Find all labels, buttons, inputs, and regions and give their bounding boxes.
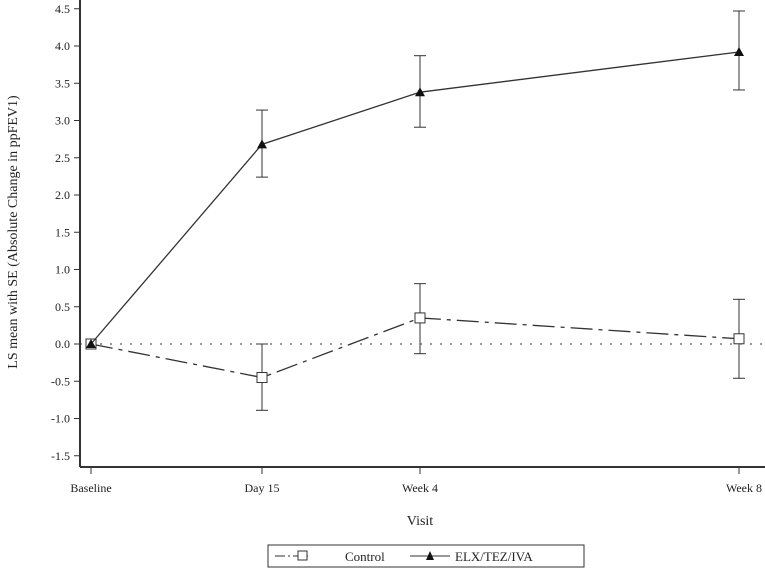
legend-control-marker (297, 550, 308, 561)
elx-point (257, 139, 267, 149)
legend-elx-label: ELX/TEZ/IVA (455, 549, 533, 564)
y-tick-label: 1.0 (55, 263, 70, 277)
control-point (733, 333, 745, 345)
y-tick-label: 2.5 (55, 151, 70, 165)
y-tick-label: -0.5 (51, 374, 70, 388)
control-point (414, 312, 426, 324)
legend-elx-marker (426, 551, 434, 560)
elx-point (734, 46, 744, 56)
x-tick-label: Day 15 (245, 481, 280, 495)
x-tick-label: Baseline (70, 481, 111, 495)
series-line-0 (90, 317, 740, 379)
y-tick-label: -1.5 (51, 449, 70, 463)
y-tick-label: -1.0 (51, 412, 70, 426)
y-tick-label: 3.0 (55, 114, 70, 128)
y-axis-label: LS mean with SE (Absolute Change in ppFE… (6, 95, 21, 369)
y-tick-label: 0.0 (55, 337, 70, 351)
y-tick-label: 1.5 (55, 225, 70, 239)
x-tick-label: Week 8 (726, 481, 762, 495)
legend-control-label: Control (345, 549, 385, 564)
series-line-1 (90, 51, 740, 345)
control-point (256, 372, 268, 384)
y-tick-label: 3.5 (55, 76, 70, 90)
x-tick-label: Week 4 (402, 481, 438, 495)
y-tick-label: 2.0 (55, 188, 70, 202)
y-tick-label: 4.5 (55, 2, 70, 16)
y-tick-label: 4.0 (55, 39, 70, 53)
elx-point (415, 87, 425, 97)
y-tick-label: 0.5 (55, 300, 70, 314)
x-axis-label: Visit (407, 514, 433, 529)
elx-point (86, 339, 96, 348)
legend: Control ELX/TEZ/IVA (267, 544, 585, 568)
